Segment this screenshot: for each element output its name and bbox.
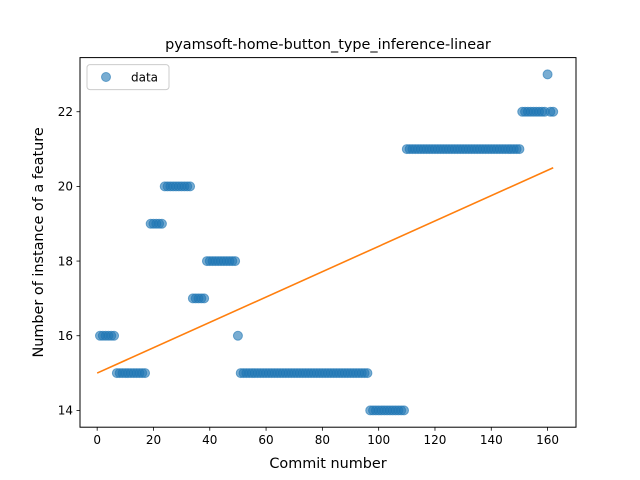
legend: data (86, 64, 170, 91)
chart-title: pyamsoft-home-button_type_inference-line… (165, 37, 491, 53)
x-tick-label: 80 (315, 433, 330, 447)
x-axis-label: Commit number (269, 456, 386, 472)
x-tick-label: 60 (258, 433, 273, 447)
y-axis-ticks: 14 16 18 20 22 (58, 105, 80, 418)
fit-line-layer (96, 167, 554, 374)
data-point (542, 69, 553, 80)
fit-line (96, 167, 554, 374)
plot-frame (79, 57, 577, 428)
legend-label-data: data (131, 71, 158, 85)
data-point (514, 144, 525, 155)
x-tick-label: 40 (202, 433, 217, 447)
x-tick-label: 100 (367, 433, 390, 447)
data-point (399, 405, 409, 416)
data-point (185, 181, 196, 192)
y-axis-label: Number of instance of a feature (31, 127, 47, 357)
data-point (156, 218, 167, 229)
y-tick-label: 22 (58, 105, 73, 119)
x-tick-label: 0 (93, 433, 101, 447)
x-tick-label: 120 (424, 433, 447, 447)
y-tick-label: 14 (58, 404, 73, 418)
data-point (232, 330, 243, 341)
legend-box (86, 64, 170, 91)
x-tick-label: 20 (146, 433, 161, 447)
y-tick-label: 16 (58, 329, 73, 343)
data-point (109, 330, 120, 341)
data-points (94, 69, 559, 416)
x-tick-label: 140 (480, 433, 503, 447)
data-point (230, 256, 241, 267)
data-point (140, 368, 151, 379)
legend-marker (101, 72, 111, 82)
x-axis-ticks: 0 20 40 60 80 100 120 140 160 (93, 427, 559, 447)
data-point (362, 368, 373, 379)
data-point (199, 293, 210, 304)
x-tick-label: 160 (536, 433, 559, 447)
data-point (548, 106, 559, 117)
y-tick-label: 18 (58, 254, 73, 268)
y-tick-label: 20 (58, 180, 73, 194)
